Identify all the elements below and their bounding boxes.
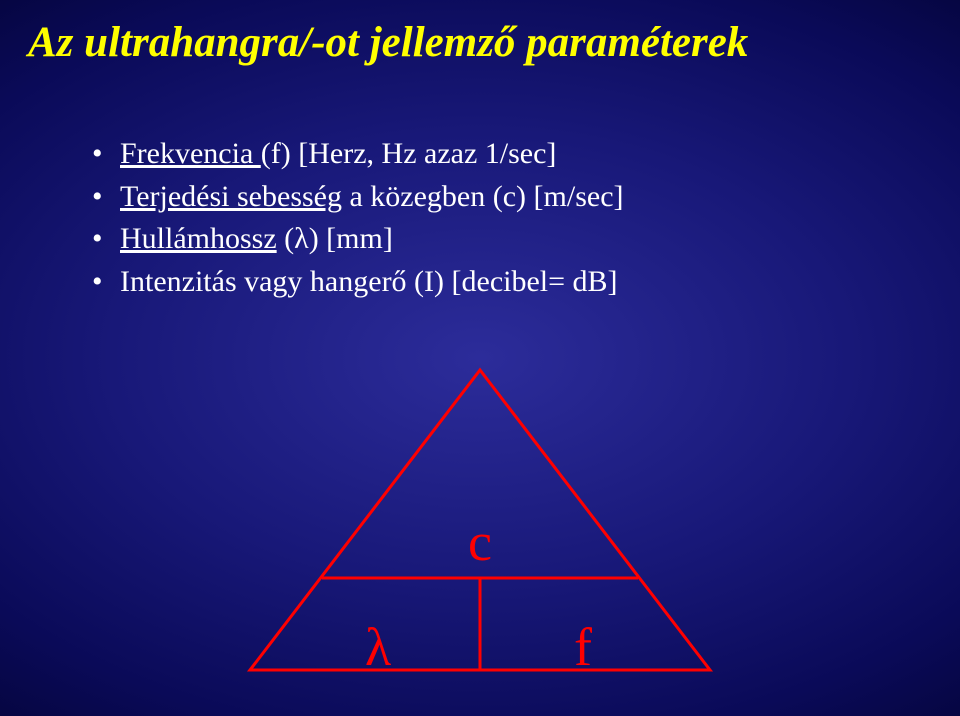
slide: Az ultrahangra/-ot jellemző paraméterek … xyxy=(0,0,960,716)
formula-triangle: c λ f xyxy=(240,360,720,690)
bullet-item: Intenzitás vagy hangerő (I) [decibel= dB… xyxy=(92,262,624,303)
bullet-text: (f) [Herz, Hz azaz 1/sec] xyxy=(261,137,557,170)
triangle-label-right: f xyxy=(574,620,592,674)
bullet-underline: Hullámhossz xyxy=(120,222,277,255)
bullet-text: (λ) [mm] xyxy=(277,222,393,255)
slide-title: Az ultrahangra/-ot jellemző paraméterek xyxy=(28,18,748,67)
triangle-label-top: c xyxy=(468,515,492,569)
bullet-item: Terjedési sebesség a közegben (c) [m/sec… xyxy=(92,177,624,218)
bullet-item: Hullámhossz (λ) [mm] xyxy=(92,219,624,260)
bullet-text: Intenzitás vagy hangerő (I) [decibel= dB… xyxy=(120,265,618,298)
bullet-underline: Frekvencia xyxy=(120,137,261,170)
triangle-label-left: λ xyxy=(365,620,391,674)
bullet-underline: Terjedési sebesség xyxy=(120,180,342,213)
bullet-list: Frekvencia (f) [Herz, Hz azaz 1/sec] Ter… xyxy=(52,134,624,304)
bullet-text: a közegben (c) [m/sec] xyxy=(342,180,624,213)
bullet-item: Frekvencia (f) [Herz, Hz azaz 1/sec] xyxy=(92,134,624,175)
